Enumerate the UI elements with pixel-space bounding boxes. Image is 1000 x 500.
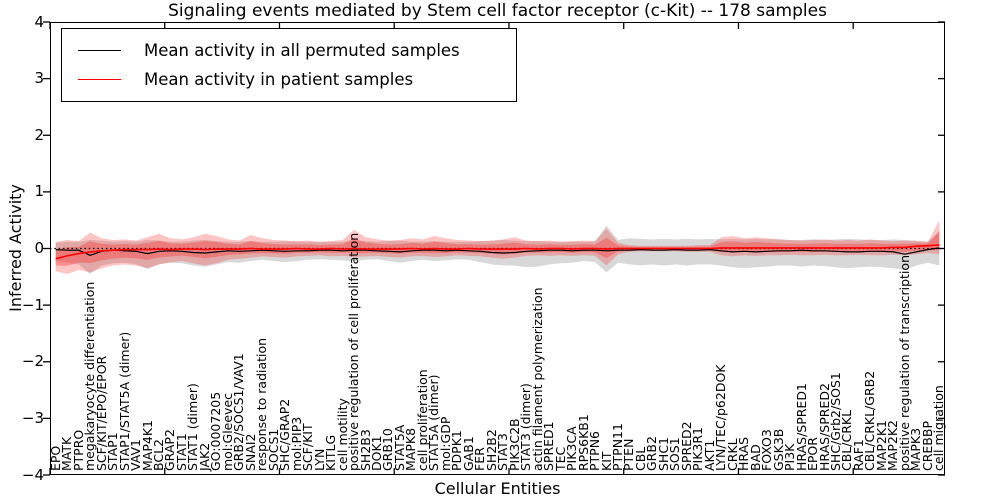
legend: Mean activity in all permuted samples Me…	[61, 28, 517, 102]
y-tick-label: 0	[34, 239, 44, 257]
y-tick-label: −1	[21, 295, 44, 314]
legend-entry-patient: Mean activity in patient samples	[70, 65, 516, 94]
y-tick-label: 4	[34, 12, 44, 31]
permuted-line-swatch	[78, 50, 121, 51]
legend-label: Mean activity in patient samples	[144, 70, 414, 89]
x-axis-label: Cellular Entities	[434, 479, 561, 498]
x-tick-label: cell migration	[931, 385, 947, 471]
y-tick-label: 3	[34, 69, 44, 88]
patient-mean-line	[55, 244, 940, 260]
chart-title: Signaling events mediated by Stem cell f…	[168, 1, 827, 21]
y-tick-label: 2	[34, 125, 44, 144]
legend-label: Mean activity in all permuted samples	[144, 41, 460, 60]
y-tick-label: −3	[21, 408, 44, 427]
patient-band-outer	[55, 220, 940, 274]
y-tick-label: −2	[21, 352, 44, 371]
permuted-mean-line	[55, 247, 940, 256]
patient-line-swatch	[78, 79, 121, 80]
legend-entry-permuted: Mean activity in all permuted samples	[70, 36, 516, 65]
y-tick-label: 1	[34, 182, 44, 201]
y-tick-label: −4	[21, 465, 44, 484]
